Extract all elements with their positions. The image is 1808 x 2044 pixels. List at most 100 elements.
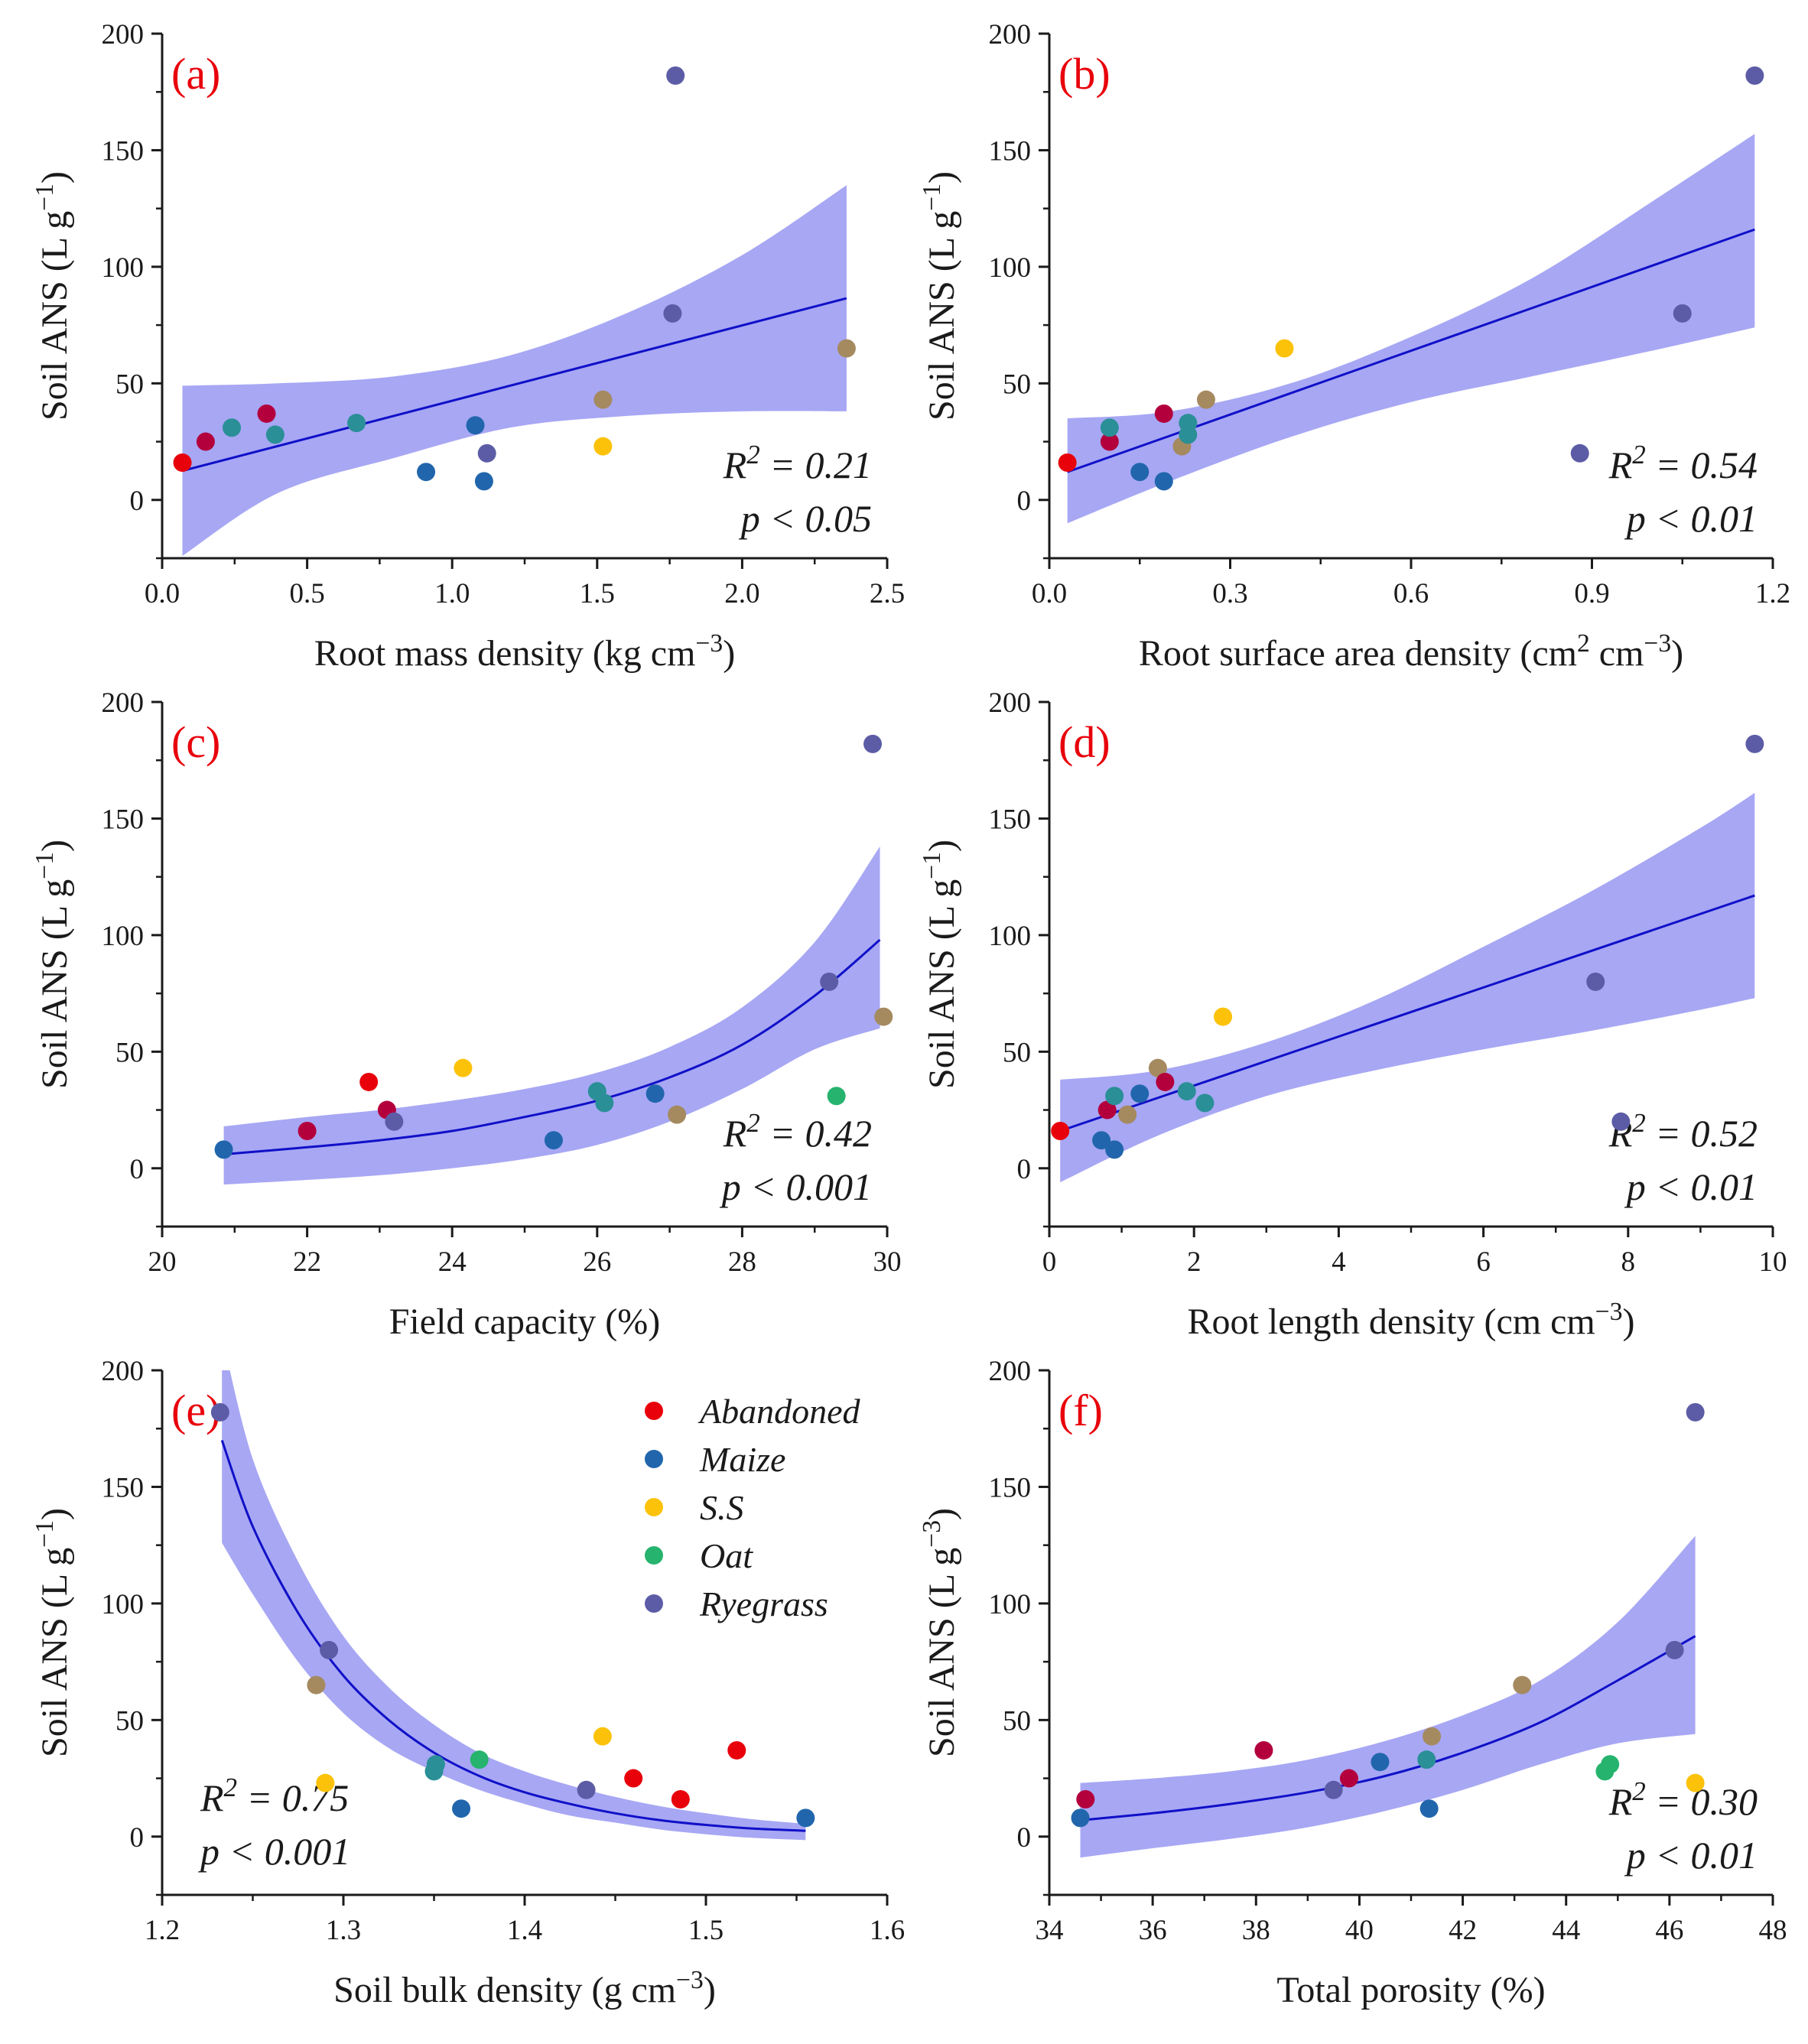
y-tick-label: 150 (989, 1472, 1032, 1503)
confidence-band (1080, 1535, 1696, 1858)
fit-line (1080, 1635, 1696, 1821)
y-tick-label: 50 (1003, 1705, 1031, 1737)
data-point-s-s-dark (874, 1007, 893, 1026)
x-tick-label: 36 (1139, 1915, 1167, 1946)
data-point-ryegrass (577, 1780, 596, 1799)
data-point-abandoned (671, 1789, 690, 1808)
data-point-oat (827, 1087, 846, 1106)
data-point-oat-dark (1105, 1087, 1124, 1106)
y-tick-label: 50 (115, 369, 144, 400)
panel-label: (a) (171, 49, 220, 99)
data-point-ryegrass (1665, 1640, 1684, 1659)
x-tick-label: 1.5 (580, 578, 615, 609)
y-axis-label: Soil ANS (L g−1) (918, 171, 963, 421)
data-point-ryegrass (1745, 734, 1764, 753)
x-tick-label: 8 (1621, 1246, 1636, 1278)
data-point-abandoned (1058, 453, 1077, 472)
data-point-abandoned-dark (1076, 1789, 1095, 1808)
y-axis-label: Soil ANS (L g−1) (31, 171, 76, 421)
data-point-oat-dark (1179, 414, 1198, 433)
confidence-band (222, 1370, 806, 1841)
y-axis-label: Soil ANS (L g−1) (31, 1508, 76, 1757)
legend-label: Abandoned (698, 1392, 861, 1431)
data-point-s-s-dark (1513, 1675, 1532, 1695)
y-tick-label: 100 (989, 252, 1032, 284)
legend-label: Maize (699, 1440, 785, 1479)
panel-label: (b) (1058, 49, 1110, 99)
data-point-s-s (593, 1727, 612, 1746)
x-tick-label: 1.6 (870, 1915, 905, 1946)
x-tick-label: 0.6 (1393, 578, 1429, 609)
x-tick-label: 30 (873, 1246, 902, 1278)
x-tick-label: 0 (1042, 1246, 1057, 1278)
data-point-ryegrass (477, 444, 496, 463)
y-tick-label: 200 (102, 1356, 145, 1387)
data-point-maize (417, 463, 436, 482)
legend-marker (645, 1594, 663, 1613)
legend-marker (645, 1402, 663, 1420)
data-point-oat-dark (1177, 1082, 1196, 1101)
y-tick-label: 100 (102, 921, 145, 952)
x-tick-label: 34 (1036, 1915, 1064, 1946)
data-point-s-s (1275, 339, 1294, 358)
x-tick-label: 1.0 (434, 578, 470, 609)
x-tick-label: 1.2 (1755, 578, 1790, 609)
y-axis-label: Soil ANS (L g−1) (918, 840, 963, 1089)
fit-line (220, 1439, 806, 1832)
x-tick-label: 0.5 (289, 578, 324, 609)
data-point-ryegrass (1611, 1112, 1631, 1131)
y-tick-label: 0 (130, 1822, 145, 1854)
panel-label: (c) (171, 717, 220, 767)
data-point-s-s-dark (668, 1105, 687, 1124)
data-point-abandoned-dark (257, 404, 276, 423)
r-squared-label: R2 = 0.52 (1608, 1108, 1758, 1155)
data-point-abandoned-dark (1100, 432, 1119, 451)
x-tick-label: 4 (1332, 1246, 1346, 1278)
data-point-s-s-dark (1423, 1727, 1442, 1746)
data-point-maize (1419, 1799, 1439, 1818)
y-tick-label: 0 (130, 1154, 145, 1185)
fit-line (182, 297, 847, 473)
data-point-s-s (1214, 1007, 1233, 1026)
y-tick-label: 200 (989, 687, 1032, 719)
y-tick-label: 100 (102, 252, 145, 284)
data-point-abandoned (173, 453, 192, 472)
x-tick-label: 1.2 (145, 1915, 180, 1946)
x-tick-label: 38 (1242, 1915, 1270, 1946)
data-point-maize (1130, 463, 1150, 482)
x-tick-label: 0.9 (1574, 578, 1609, 609)
x-tick-label: 0.0 (1032, 578, 1067, 609)
x-axis-label: Root surface area density (cm2 cm−3) (1139, 629, 1683, 674)
data-point-oat (1601, 1755, 1620, 1774)
y-tick-label: 150 (102, 804, 145, 835)
p-value-label: p < 0.01 (1624, 1165, 1758, 1208)
panel-label: (d) (1058, 717, 1110, 767)
data-point-oat-dark (426, 1755, 445, 1774)
p-value-label: p < 0.05 (739, 497, 872, 540)
data-point-s-s-dark (1148, 1058, 1167, 1077)
x-tick-label: 1.3 (326, 1915, 361, 1946)
confidence-band (1060, 792, 1755, 1183)
data-point-ryegrass (820, 972, 839, 991)
data-point-s-s (593, 437, 613, 456)
data-point-oat-dark (1195, 1093, 1215, 1113)
data-point-ryegrass (1673, 304, 1692, 323)
data-point-abandoned-dark (1097, 1100, 1117, 1119)
fit-line (223, 938, 881, 1155)
x-axis-label: Root length density (cm cm−3) (1188, 1298, 1635, 1343)
panel-e: 1.2 1.3 1.4 1.5 1.6 0 50 100 150 200 Soil bulk den… (31, 1356, 906, 2010)
y-tick-label: 200 (989, 19, 1032, 50)
p-value-label: p < 0.01 (1624, 497, 1758, 540)
data-point-maize (1130, 1084, 1150, 1103)
data-point-maize (474, 472, 493, 491)
confidence-band (223, 847, 880, 1185)
y-tick-label: 150 (989, 135, 1032, 167)
x-tick-label: 28 (728, 1246, 756, 1278)
data-point-s-s (316, 1773, 335, 1792)
data-point-oat-dark (1417, 1750, 1436, 1769)
data-point-abandoned (1051, 1121, 1070, 1140)
data-point-ryegrass (1745, 66, 1764, 85)
data-point-ryegrass (385, 1112, 404, 1131)
data-point-maize (1092, 1131, 1111, 1150)
legend-label: Oat (700, 1536, 753, 1575)
